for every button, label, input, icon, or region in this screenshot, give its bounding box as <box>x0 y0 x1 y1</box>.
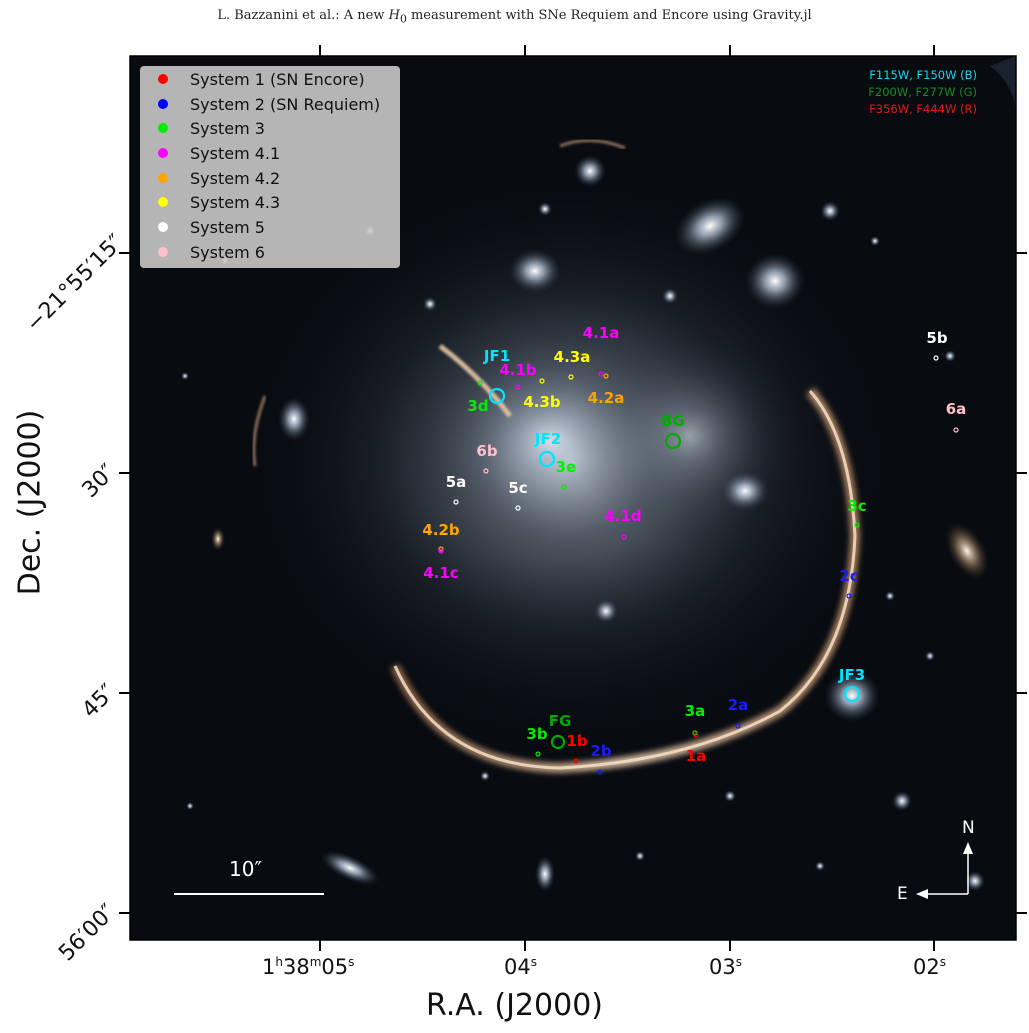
label-4-3b: 4.3b <box>523 393 561 411</box>
filter-label-blue: F115W, F150W (B) <box>869 68 977 82</box>
sky-image <box>130 56 1016 940</box>
header-h0-sub: 0 <box>399 12 407 26</box>
label-2c: 2c <box>839 567 859 585</box>
label-fg: FG <box>548 712 572 730</box>
marker-5b <box>933 355 939 361</box>
sky-image-panel <box>130 56 1016 940</box>
legend-dot <box>158 247 168 257</box>
label-jf2: JF2 <box>534 430 562 448</box>
filter-label-green: F200W, F277W (G) <box>868 85 977 99</box>
marker-4-2b <box>438 546 444 552</box>
label-1b: 1b <box>566 732 588 750</box>
xtick-label: 02s <box>913 955 946 979</box>
label-4-1a: 4.1a <box>582 324 620 342</box>
label-4-1b: 4.1b <box>499 361 537 379</box>
marker-4-3b <box>539 378 545 384</box>
legend-item: System 4.2 <box>140 166 280 190</box>
legend-dot <box>158 197 168 207</box>
filter-label-red: F356W, F444W (R) <box>869 102 977 116</box>
label-jf1: JF1 <box>483 347 511 365</box>
label-4-2a: 4.2a <box>587 389 625 407</box>
legend-item: System 4.3 <box>140 190 280 214</box>
label-2b: 2b <box>590 742 612 760</box>
marker-bg <box>664 432 682 450</box>
marker-fg <box>550 734 566 750</box>
label-5c: 5c <box>508 479 528 497</box>
legend-item: System 5 <box>140 215 265 239</box>
marker-3d <box>477 380 483 386</box>
marker-4-1c <box>438 548 444 554</box>
marker-6a <box>953 427 959 433</box>
legend-item: System 6 <box>140 240 265 264</box>
label-4-1d: 4.1d <box>604 507 642 525</box>
legend-item: System 2 (SN Requiem) <box>140 92 380 116</box>
marker-4-1b <box>515 384 521 390</box>
marker-5a <box>453 499 459 505</box>
xtick-label: 03s <box>709 955 742 979</box>
xtick-label: 04s <box>504 955 537 979</box>
marker-6b <box>483 468 489 474</box>
label-1a: 1a <box>685 747 707 765</box>
header-h0: H <box>388 8 400 23</box>
marker-jf2 <box>538 450 556 468</box>
label-3d: 3d <box>467 397 489 415</box>
marker-2c <box>846 593 852 599</box>
xtick-label: 1h38m05s <box>262 955 355 979</box>
marker-1b <box>573 758 579 764</box>
legend-dot <box>158 123 168 133</box>
marker-jf1 <box>488 387 506 405</box>
marker-4-3a <box>568 374 574 380</box>
compass-north: N <box>962 818 975 838</box>
label-6a: 6a <box>945 400 967 418</box>
marker-3e <box>561 484 567 490</box>
label-bg: BG <box>661 412 685 430</box>
legend-item: System 4.1 <box>140 141 280 165</box>
marker-2a <box>735 723 741 729</box>
label-5b: 5b <box>926 329 948 347</box>
marker-jf3 <box>843 685 861 703</box>
page-header: L. Bazzanini et al.: A new H0 measuremen… <box>0 8 1029 26</box>
marker-3b <box>535 751 541 757</box>
label-4-3a: 4.3a <box>553 348 591 366</box>
marker-1a <box>693 732 699 738</box>
label-4-1c: 4.1c <box>423 564 459 582</box>
legend: System 1 (SN Encore) System 2 (SN Requie… <box>140 66 400 268</box>
legend-dot <box>158 222 168 232</box>
label-6b: 6b <box>476 442 498 460</box>
marker-4-1a <box>598 371 604 377</box>
x-axis-label: R.A. (J2000) <box>426 988 603 1023</box>
label-3a: 3a <box>684 702 706 720</box>
marker-3c <box>854 522 860 528</box>
legend-item: System 1 (SN Encore) <box>140 67 365 91</box>
label-jf3: JF3 <box>838 666 866 684</box>
label-3c: 3c <box>847 497 867 515</box>
legend-dot <box>158 148 168 158</box>
legend-dot <box>158 173 168 183</box>
header-suffix: measurement with SNe Requiem and Encore … <box>406 8 812 23</box>
scale-bar-label: 10″ <box>229 857 262 881</box>
marker-4-2a <box>603 373 609 379</box>
marker-2b <box>597 769 603 775</box>
legend-dot <box>158 74 168 84</box>
marker-5c <box>515 505 521 511</box>
legend-item: System 3 <box>140 116 265 140</box>
legend-dot <box>158 99 168 109</box>
header-prefix: L. Bazzanini et al.: A new <box>217 8 389 23</box>
marker-4-1d <box>621 534 627 540</box>
label-2a: 2a <box>727 696 749 714</box>
label-4-2b: 4.2b <box>422 521 460 539</box>
label-3b: 3b <box>526 725 548 743</box>
label-5a: 5a <box>445 473 467 491</box>
y-axis-label: Dec. (J2000) <box>12 409 48 596</box>
label-3e: 3e <box>555 458 577 476</box>
compass-east: E <box>897 884 908 904</box>
